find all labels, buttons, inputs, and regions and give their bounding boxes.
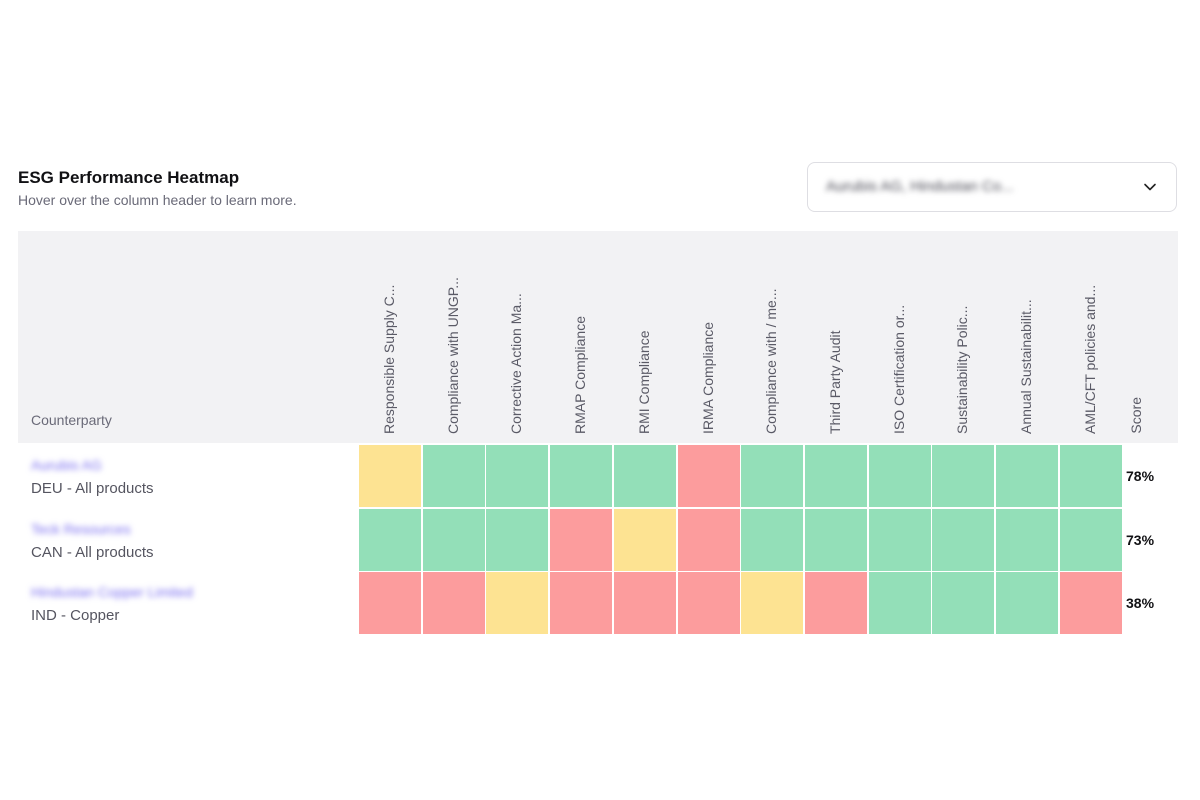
heatmap-cell-pass[interactable] xyxy=(486,508,549,571)
counterparty-link[interactable]: Hindustan Copper Limited xyxy=(31,584,193,600)
heatmap-cell-pass[interactable] xyxy=(868,445,931,507)
counterparty-detail: CAN - All products xyxy=(31,543,154,561)
column-header-label: ISO Certification or... xyxy=(890,304,907,434)
heatmap-cell-pass[interactable] xyxy=(613,445,676,507)
column-header-label: Compliance with / me... xyxy=(763,288,780,435)
column-header-label: IRMA Compliance xyxy=(699,321,716,434)
counterparty-link[interactable]: Aurubis AG xyxy=(31,457,102,473)
score-value: 38% xyxy=(1126,595,1155,611)
column-header-2[interactable]: Compliance with UNGP... xyxy=(423,238,487,434)
heatmap-cell-fail[interactable] xyxy=(422,572,485,634)
heatmap-cell-pass[interactable] xyxy=(996,508,1058,571)
column-header-label: Corrective Action Ma... xyxy=(508,293,525,434)
heatmap-cell-pass[interactable] xyxy=(804,445,867,507)
column-header-label: AML/CFT policies and... xyxy=(1081,284,1098,434)
column-header-1[interactable]: Responsible Supply C... xyxy=(359,238,423,434)
score-value: 78% xyxy=(1126,468,1155,484)
column-header-3[interactable]: Corrective Action Ma... xyxy=(486,238,550,434)
heatmap-cell-pass[interactable] xyxy=(996,445,1058,507)
score-column-label: Score xyxy=(1128,397,1144,434)
column-header-7[interactable]: Compliance with / me... xyxy=(741,238,805,435)
table-row: Hindustan Copper Limited IND - Copper xyxy=(18,572,1178,636)
heatmap-cell-pass[interactable] xyxy=(359,508,421,571)
heatmap-cell-fail[interactable] xyxy=(550,508,613,571)
heatmap-cell-partial[interactable] xyxy=(359,445,421,507)
column-header-8[interactable]: Third Party Audit xyxy=(805,238,869,435)
counterparty-column-header: Counterparty xyxy=(31,412,112,428)
heatmap-cell-fail[interactable] xyxy=(613,572,676,634)
heatmap-cell-pass[interactable] xyxy=(486,445,549,507)
heatmap-cell-pass[interactable] xyxy=(996,572,1058,634)
heatmap-cell-pass[interactable] xyxy=(868,572,931,634)
heatmap-cell-pass[interactable] xyxy=(422,445,485,507)
heatmap-cell-pass[interactable] xyxy=(550,445,613,507)
heatmap-cell-pass[interactable] xyxy=(422,508,485,571)
table-row: Aurubis AG DEU - All products xyxy=(18,445,1178,509)
heatmap-header-band xyxy=(18,231,1178,443)
column-header-label: Annual Sustainabilit... xyxy=(1018,299,1034,434)
column-header-label: Third Party Audit xyxy=(826,330,843,435)
counterparty-link[interactable]: Teck Resources xyxy=(31,520,131,537)
heatmap-cell-pass[interactable] xyxy=(1059,508,1122,571)
column-header-11[interactable]: Annual Sustainabilit... xyxy=(996,238,1060,434)
counterparty-detail: IND - Copper xyxy=(31,607,120,624)
column-header-label: RMI Compliance xyxy=(635,330,652,434)
heatmap-cell-fail[interactable] xyxy=(677,445,740,507)
column-header-6[interactable]: IRMA Compliance xyxy=(678,238,742,434)
column-header-label: RMAP Compliance xyxy=(572,315,589,434)
column-header-9[interactable]: ISO Certification or... xyxy=(869,238,933,434)
column-header-label: Responsible Supply C... xyxy=(381,284,397,434)
heatmap-cell-fail[interactable] xyxy=(677,572,740,634)
score-column-header: Score xyxy=(1118,238,1158,434)
heatmap-cell-pass[interactable] xyxy=(741,445,804,507)
heatmap-cell-pass[interactable] xyxy=(868,508,931,571)
heatmap-cell-partial[interactable] xyxy=(486,572,549,634)
page-subtitle: Hover over the column header to learn mo… xyxy=(18,192,297,208)
column-header-label: Sustainability Polic... xyxy=(954,305,971,434)
heatmap-cell-fail[interactable] xyxy=(677,508,740,571)
counterparty-detail: DEU - All products xyxy=(31,480,154,497)
heatmap-cell-fail[interactable] xyxy=(804,572,867,634)
heatmap-cell-fail[interactable] xyxy=(550,572,613,634)
column-header-4[interactable]: RMAP Compliance xyxy=(550,238,614,434)
counterparty-select-value: Aurubis AG, Hindustan Co... xyxy=(826,178,1014,195)
heatmap-cell-pass[interactable] xyxy=(741,508,804,571)
column-header-label: Compliance with UNGP... xyxy=(444,277,461,434)
column-header-5[interactable]: RMI Compliance xyxy=(614,238,678,434)
heatmap-cell-fail[interactable] xyxy=(1059,572,1122,634)
heatmap-cell-pass[interactable] xyxy=(932,572,995,634)
chevron-down-icon xyxy=(1144,183,1156,191)
heatmap-cell-pass[interactable] xyxy=(1059,445,1122,507)
heatmap-cell-pass[interactable] xyxy=(932,508,995,571)
heatmap-cell-pass[interactable] xyxy=(804,508,867,571)
heatmap-cell-partial[interactable] xyxy=(613,508,676,571)
table-row: Teck Resources CAN - All products xyxy=(18,509,1178,573)
heatmap-cell-partial[interactable] xyxy=(741,572,804,634)
heatmap-cell-pass[interactable] xyxy=(932,445,995,507)
column-header-12[interactable]: AML/CFT policies and... xyxy=(1060,238,1124,434)
heatmap-cell-fail[interactable] xyxy=(359,572,421,634)
score-value: 73% xyxy=(1126,531,1155,548)
counterparty-select[interactable]: Aurubis AG, Hindustan Co... xyxy=(807,162,1177,212)
page-title: ESG Performance Heatmap xyxy=(18,168,240,187)
column-header-10[interactable]: Sustainability Polic... xyxy=(932,238,996,434)
